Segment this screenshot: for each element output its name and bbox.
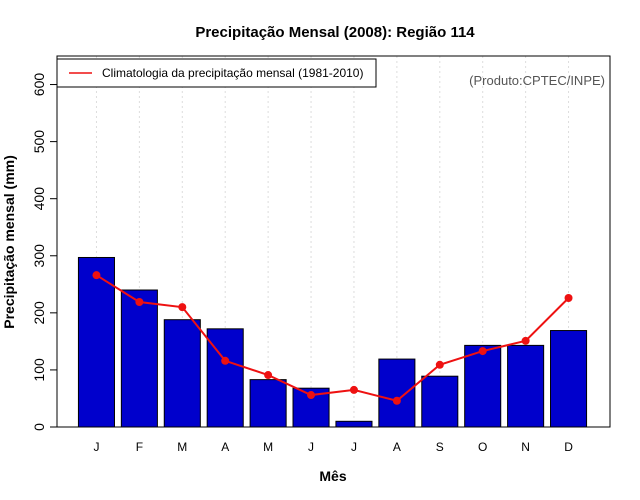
bar-4 — [249, 379, 287, 428]
bar-7 — [378, 358, 416, 428]
y-tick-label: 400 — [31, 187, 47, 211]
x-tick-label: A — [221, 440, 229, 454]
x-tick-label: J — [93, 440, 99, 454]
x-tick-label: D — [564, 440, 573, 454]
y-tick-label: 200 — [31, 301, 47, 325]
legend-box — [56, 58, 377, 88]
bar-6 — [335, 420, 373, 428]
x-tick-label: A — [393, 440, 401, 454]
climatology-point-2 — [178, 303, 187, 312]
grid-lines — [95, 56, 570, 427]
climatology-point-9 — [478, 347, 487, 356]
climatology-point-5 — [307, 391, 316, 400]
legend: Climatologia da precipitação mensal (198… — [56, 58, 377, 88]
x-tick-label: M — [263, 440, 273, 454]
x-tick-label: S — [436, 440, 444, 454]
bar-1 — [120, 289, 158, 428]
bar-2 — [163, 319, 201, 428]
plot-frame — [56, 55, 611, 428]
bar-10 — [507, 344, 545, 428]
climatology-point-10 — [521, 336, 530, 345]
y-axis: 0 100 200 300 400 500 600 — [31, 73, 57, 431]
bar-11 — [550, 330, 588, 428]
y-tick-label: 500 — [31, 130, 47, 154]
bars — [77, 256, 588, 428]
legend-label: Climatologia da precipitação mensal (198… — [102, 66, 363, 80]
x-tick-label: N — [521, 440, 530, 454]
climatology-point-11 — [564, 294, 573, 303]
climatology-point-8 — [435, 360, 444, 369]
climatology-line — [95, 274, 570, 402]
bar-8 — [421, 375, 459, 428]
bar-0 — [77, 256, 115, 428]
x-tick-label: M — [177, 440, 187, 454]
climatology-point-7 — [392, 396, 401, 405]
y-tick-label: 300 — [31, 244, 47, 268]
x-axis-title: Mês — [319, 468, 346, 484]
x-tick-label: J — [351, 440, 357, 454]
bar-9 — [464, 344, 502, 428]
y-axis-title: Precipitação mensal (mm) — [1, 155, 17, 329]
x-tick-label: F — [136, 440, 143, 454]
climatology-point-3 — [221, 356, 230, 365]
climatology-point-0 — [92, 271, 101, 280]
y-tick-label: 0 — [31, 423, 47, 431]
chart-title: Precipitação Mensal (2008): Região 114 — [195, 24, 475, 41]
x-tick-label: J — [308, 440, 314, 454]
climatology-series — [92, 271, 573, 405]
climatology-point-4 — [264, 371, 273, 380]
credit-annotation: (Produto:CPTEC/INPE) — [469, 73, 605, 88]
y-tick-label: 600 — [31, 73, 47, 97]
x-tick-label: O — [478, 440, 487, 454]
climatology-point-6 — [349, 385, 358, 394]
y-tick-label: 100 — [31, 358, 47, 382]
climatology-point-1 — [135, 298, 144, 307]
